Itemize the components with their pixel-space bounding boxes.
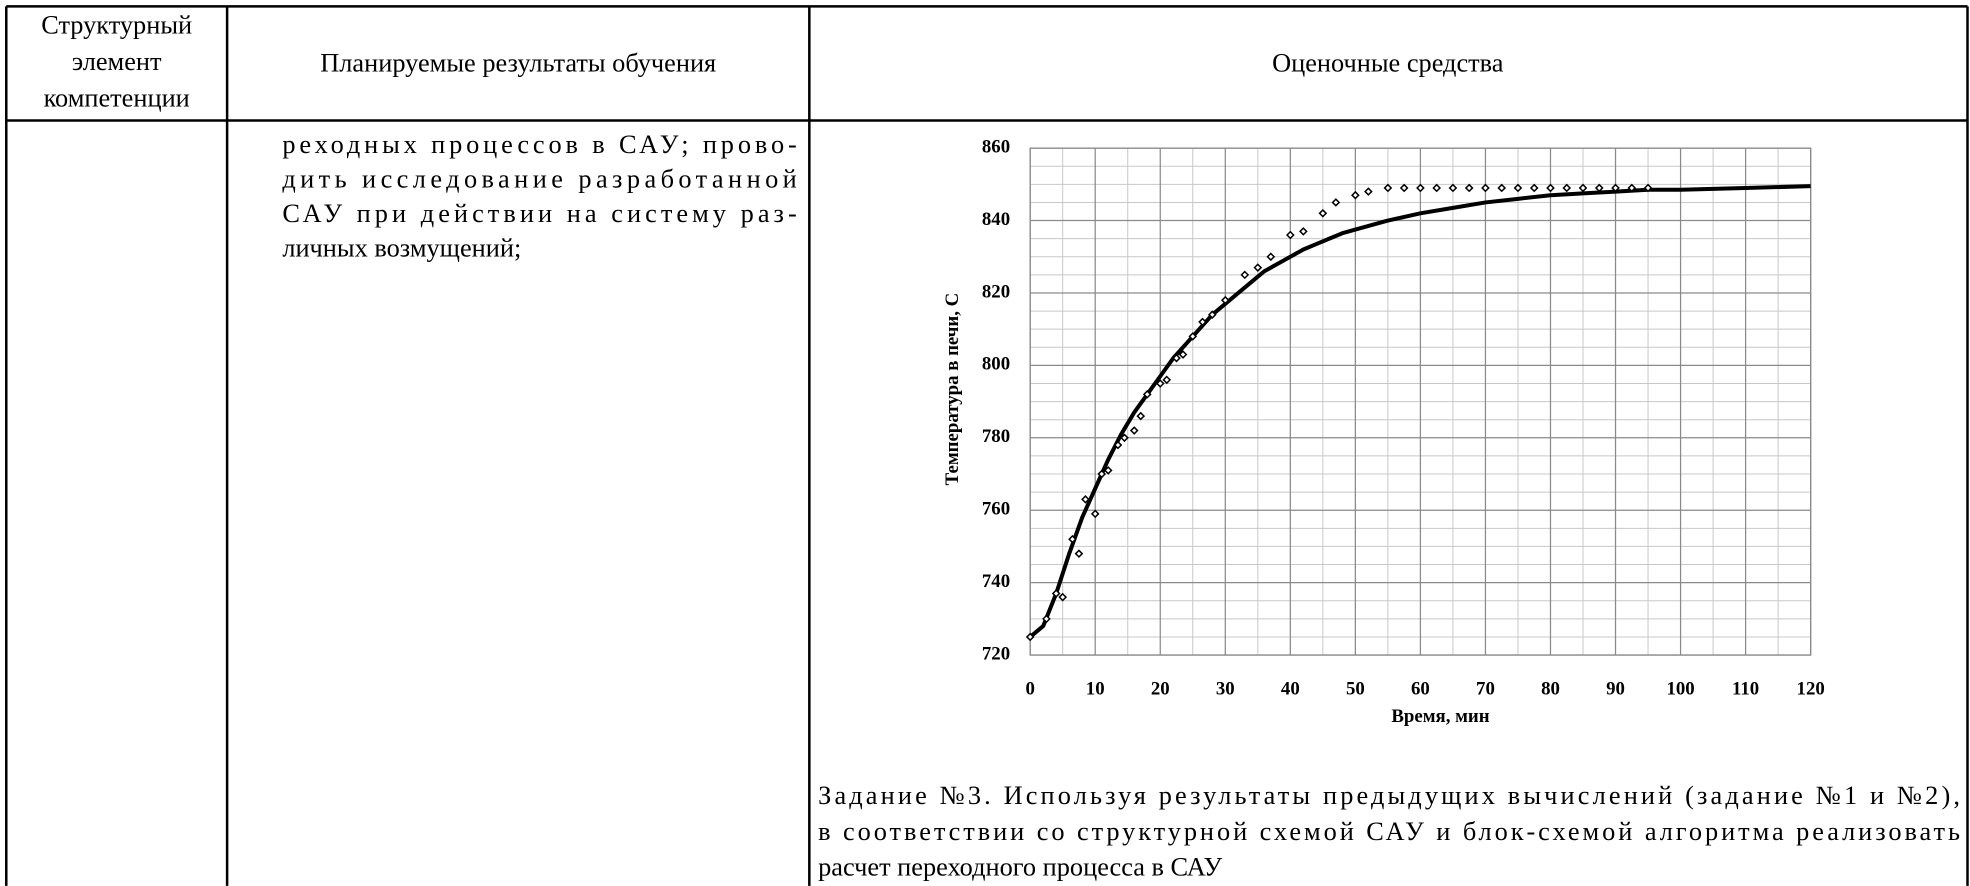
scatter-point xyxy=(1207,310,1217,320)
x-tick-label: 40 xyxy=(1281,679,1300,700)
scatter-point xyxy=(1240,270,1250,280)
task-text-line: в соответствии со структурной схемой САУ… xyxy=(818,817,1960,846)
scatter-point xyxy=(1643,183,1653,193)
y-tick-label: 740 xyxy=(982,571,1010,592)
scatter-point xyxy=(1464,183,1474,193)
scatter-point xyxy=(1432,183,1441,193)
scatter-point xyxy=(1042,614,1051,624)
scatter-point xyxy=(1058,592,1068,602)
x-tick-label: 50 xyxy=(1346,679,1365,700)
scatter-point xyxy=(1481,183,1490,193)
scatter-point xyxy=(1068,534,1077,544)
scatter-point xyxy=(1416,183,1425,193)
scatter-point xyxy=(1351,190,1360,200)
header-cell: компетенции xyxy=(44,83,190,112)
scatter-point xyxy=(1266,252,1276,262)
scatter-point xyxy=(1299,227,1308,236)
scatter-point xyxy=(1578,183,1588,193)
x-tick-label: 20 xyxy=(1151,679,1170,700)
y-tick-label: 820 xyxy=(982,281,1010,302)
scatter-point xyxy=(1611,183,1620,193)
x-tick-label: 90 xyxy=(1606,679,1625,700)
scatter-point xyxy=(1142,390,1152,399)
scatter-point xyxy=(1162,375,1172,385)
scatter-point xyxy=(1097,469,1107,479)
scatter-point xyxy=(1051,589,1061,598)
scatter-point xyxy=(1331,198,1341,207)
y-tick-label: 720 xyxy=(982,643,1010,664)
scatter-point xyxy=(1136,411,1146,421)
results-text-line: САУ при действии на систему раз- xyxy=(282,199,796,228)
y-tick-label: 840 xyxy=(982,209,1010,230)
scatter-point xyxy=(1383,183,1393,193)
x-tick-label: 0 xyxy=(1025,679,1034,700)
scatter-point xyxy=(1513,183,1523,193)
task-text-line: Задание №3. Используя результаты предыду… xyxy=(818,781,1960,810)
line-series xyxy=(1028,184,1811,639)
scatter-point xyxy=(1364,187,1373,196)
y-tick-label: 760 xyxy=(982,499,1010,520)
x-tick-label: 30 xyxy=(1216,679,1235,700)
header-cell: Планируемые результаты обучения xyxy=(320,48,716,77)
results-text-line: личных возмущений; xyxy=(282,233,521,262)
scatter-point xyxy=(1074,549,1084,558)
task-text-line: расчет переходного процесса в САУ xyxy=(818,853,1222,882)
scatter-point xyxy=(1172,353,1181,363)
y-tick-label: 860 xyxy=(982,136,1010,157)
x-tick-label: 100 xyxy=(1666,679,1694,700)
y-tick-label: 800 xyxy=(982,354,1010,375)
x-tick-label: 10 xyxy=(1086,679,1105,700)
x-tick-label: 120 xyxy=(1797,679,1825,700)
scatter-point xyxy=(1120,433,1129,443)
x-tick-label: 110 xyxy=(1732,679,1759,700)
scatter-point xyxy=(1318,208,1328,218)
y-axis-label: Температура в печи, С xyxy=(942,293,963,486)
scatter-point xyxy=(1399,183,1409,193)
scatter-point xyxy=(1529,183,1539,193)
scatter-point xyxy=(1594,183,1604,193)
scatter-point xyxy=(1155,379,1165,388)
scatter-point xyxy=(1129,426,1139,435)
scatter-point xyxy=(1113,440,1123,450)
scatter-point xyxy=(1081,495,1090,504)
scatter-point xyxy=(1285,230,1295,240)
plot-frame xyxy=(1029,147,1812,656)
scatter-point xyxy=(1188,332,1198,341)
scatter-point xyxy=(1090,509,1100,519)
x-axis-label: Время, мин xyxy=(1391,706,1489,727)
scatter-point xyxy=(1198,317,1207,327)
y-tick-label: 780 xyxy=(982,426,1010,447)
scatter-point xyxy=(1253,263,1263,272)
header-cell: Структурный xyxy=(41,11,192,40)
header-cell: элемент xyxy=(72,47,162,76)
scatter-point xyxy=(1627,183,1637,193)
table-borders xyxy=(5,5,1969,886)
scatter-point xyxy=(1546,183,1555,193)
results-text-line: дить исследование разработанной xyxy=(282,164,796,193)
x-tick-label: 80 xyxy=(1541,679,1560,700)
scatter-point xyxy=(1448,183,1458,193)
scatter-point xyxy=(1025,632,1035,642)
results-text-line: реходных процессов в САУ; прово- xyxy=(282,130,796,159)
scatter-point xyxy=(1103,466,1113,475)
x-tick-label: 60 xyxy=(1411,679,1430,700)
scatter-point xyxy=(1178,350,1188,359)
x-tick-label: 70 xyxy=(1476,679,1495,700)
scatter-point xyxy=(1497,183,1507,193)
scatter-point xyxy=(1562,183,1572,193)
scatter-point xyxy=(1220,295,1230,305)
header-cell: Оценочные средства xyxy=(1272,48,1504,77)
